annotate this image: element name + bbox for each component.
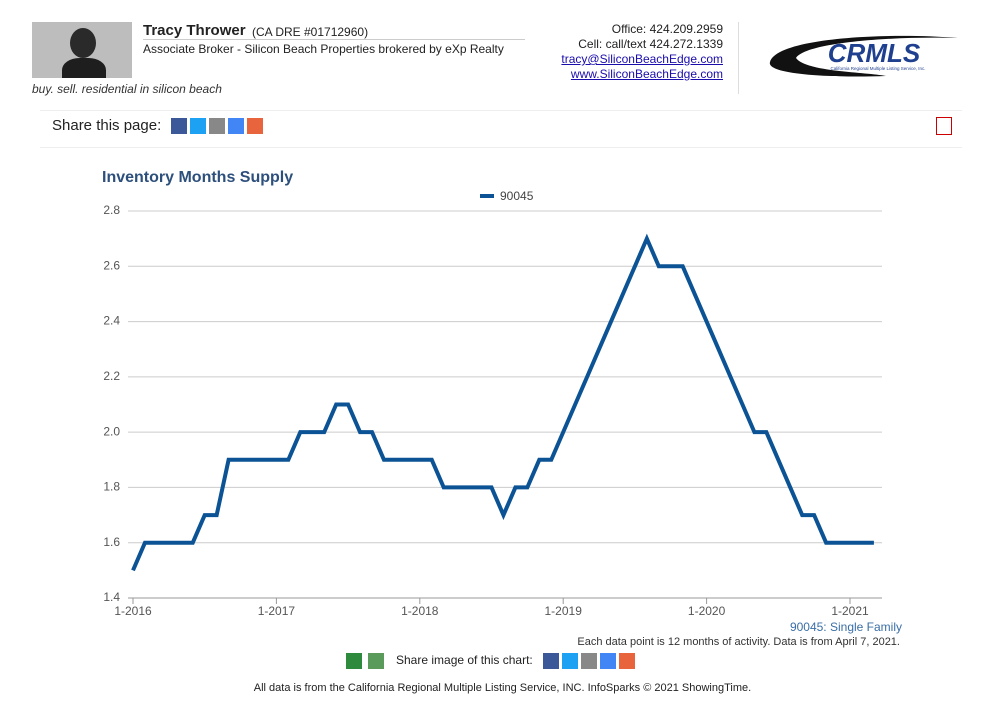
more-button[interactable] — [619, 653, 635, 669]
x-tick-label: 1-2017 — [258, 604, 296, 618]
data-note: Each data point is 12 months of activity… — [577, 636, 900, 648]
excel-button[interactable] — [368, 653, 384, 669]
more-button[interactable] — [247, 118, 263, 134]
google-button[interactable] — [600, 653, 616, 669]
license: (CA DRE #01712960) — [252, 25, 369, 39]
agent-photo — [32, 22, 132, 78]
x-tick-label: 1-2019 — [545, 604, 583, 618]
y-tick-label: 2.2 — [103, 369, 120, 383]
email-button[interactable] — [581, 653, 597, 669]
google-button[interactable] — [228, 118, 244, 134]
facebook-button[interactable] — [171, 118, 187, 134]
y-tick-label: 2.6 — [103, 258, 120, 272]
y-tick-label: 2.8 — [103, 203, 120, 217]
pdf-button[interactable] — [936, 117, 952, 135]
email-link[interactable]: tracy@SiliconBeachEdge.com — [561, 52, 723, 66]
y-tick-label: 2.4 — [103, 314, 120, 328]
y-tick-label: 1.6 — [103, 535, 120, 549]
logo-text: CRMLS — [828, 38, 921, 68]
y-tick-label: 1.8 — [103, 480, 120, 494]
twitter-button[interactable] — [562, 653, 578, 669]
y-tick-label: 1.4 — [103, 590, 120, 604]
series-line — [131, 233, 874, 572]
x-tick-label: 1-2018 — [401, 604, 439, 618]
website-link[interactable]: www.SiliconBeachEdge.com — [570, 67, 723, 81]
chart: Inventory Months Supply 1.4 1.6 1.8 2.0 2.2 2… — [102, 169, 882, 618]
y-tick-label: 2.0 — [103, 424, 120, 438]
x-tick-label: 1-2016 — [114, 604, 152, 618]
agent-name: Tracy Thrower — [143, 22, 246, 39]
x-tick-label: 1-2020 — [688, 604, 726, 618]
agent-role: Associate Broker - Silicon Beach Propert… — [143, 42, 504, 56]
share-icons — [171, 118, 263, 134]
chart-share-label: Share image of this chart: — [396, 653, 533, 667]
cell-phone: Cell: call/text 424.272.1339 — [578, 37, 723, 51]
share-label: Share this page: — [52, 117, 162, 134]
twitter-button[interactable] — [190, 118, 206, 134]
x-tick-label: 1-2021 — [831, 604, 869, 618]
footer: All data is from the California Regional… — [253, 682, 752, 694]
office-phone: Office: 424.209.2959 — [611, 22, 723, 36]
logo-subtext: California Regional Multiple Listing Ser… — [830, 66, 925, 71]
share-chart-button[interactable] — [346, 653, 362, 669]
chart-share-icons — [543, 653, 635, 669]
contact: Office: 424.209.2959 Cell: call/text 424… — [561, 22, 723, 82]
crmls-logo: CRMLS California Regional Multiple Listi… — [769, 35, 958, 77]
chart-export — [346, 653, 384, 669]
email-button[interactable] — [209, 118, 225, 134]
series-annotation: 90045: Single Family — [789, 620, 902, 634]
chart-title: Inventory Months Supply — [102, 169, 293, 186]
legend-label: 90045 — [500, 189, 534, 203]
tagline: buy. sell. residential in silicon beach — [32, 82, 222, 96]
facebook-button[interactable] — [543, 653, 559, 669]
